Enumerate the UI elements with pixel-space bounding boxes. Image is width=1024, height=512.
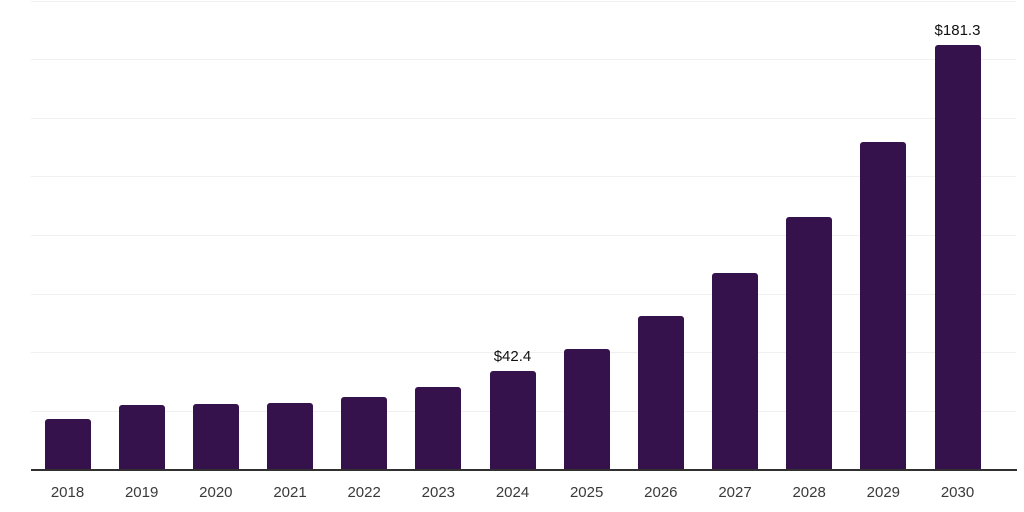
bar-2024 xyxy=(489,370,536,470)
bar-2022 xyxy=(341,397,388,470)
x-tick-label-2021: 2021 xyxy=(273,484,307,501)
x-tick-label-2026: 2026 xyxy=(644,484,678,501)
gridline xyxy=(31,293,1016,295)
value-label-2024: $42.4 xyxy=(493,347,532,365)
gridline xyxy=(31,235,1016,236)
gridline xyxy=(31,0,1016,2)
bar-2025 xyxy=(563,348,610,470)
bar-2026 xyxy=(637,315,684,470)
bar-2019 xyxy=(118,405,165,470)
x-tick-label-2018: 2018 xyxy=(50,484,85,501)
plot-area: $42.4 $181.3 xyxy=(31,0,1016,470)
x-tick-label-2029: 2029 xyxy=(866,484,901,501)
x-tick-label-2028: 2028 xyxy=(792,484,826,501)
bar-2030 xyxy=(934,44,981,470)
x-tick-label-2025: 2025 xyxy=(569,484,604,501)
bar-2021 xyxy=(267,402,313,470)
gridline xyxy=(31,352,1016,354)
gridline xyxy=(31,176,1016,178)
gridline xyxy=(31,59,1016,61)
value-label-2030: $181.3 xyxy=(934,21,981,39)
x-tick-label-2023: 2023 xyxy=(421,484,456,501)
bar-2023 xyxy=(415,386,462,470)
x-tick-label-2024: 2024 xyxy=(495,484,530,501)
bar-2027 xyxy=(712,272,758,470)
bar-2029 xyxy=(860,141,907,470)
x-tick-label-2020: 2020 xyxy=(199,484,233,501)
bar-2020 xyxy=(192,404,239,470)
x-axis-line xyxy=(31,469,1017,471)
x-tick-label-2030: 2030 xyxy=(940,484,975,501)
x-tick-label-2027: 2027 xyxy=(718,484,752,501)
x-tick-label-2022: 2022 xyxy=(347,484,381,501)
bar-2028 xyxy=(786,216,833,470)
gridline xyxy=(31,117,1016,119)
x-tick-label-2019: 2019 xyxy=(124,484,159,501)
bar-2018 xyxy=(44,419,91,470)
